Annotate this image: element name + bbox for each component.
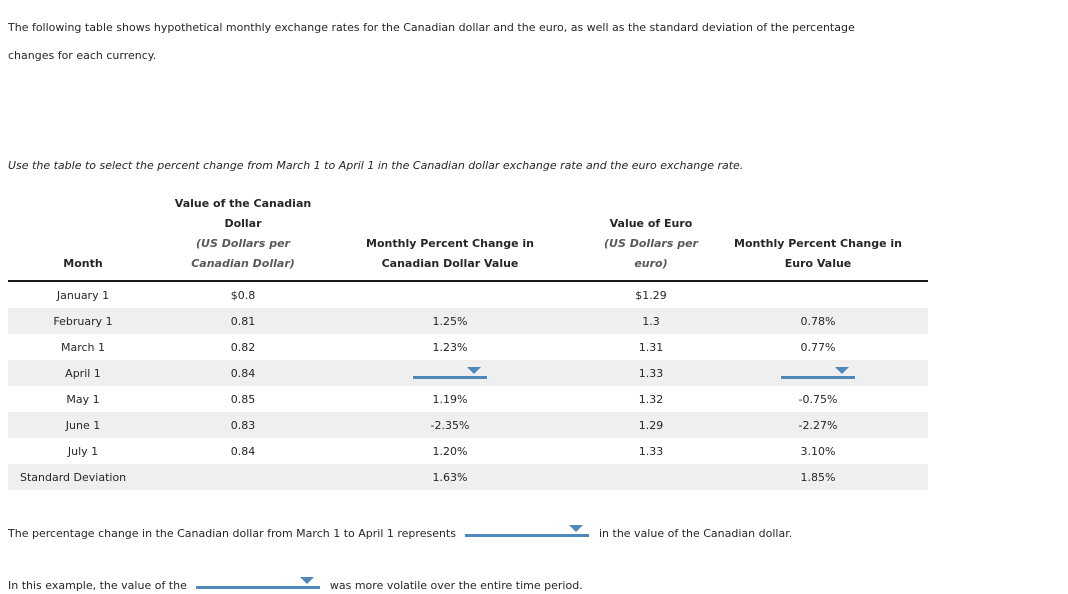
month-header-label: Month <box>63 257 103 270</box>
euro-change-cell: 1.85% <box>730 464 928 490</box>
cad-change-cell: 1.19% <box>432 392 468 406</box>
month-cell: June 1 <box>8 412 158 438</box>
question-1-text-after: in the value of the Canadian dollar. <box>598 527 793 540</box>
table-row-july: July 1 0.84 1.20% 1.33 3.10% <box>8 438 928 464</box>
month-cell: January 1 <box>56 288 110 302</box>
col-header-euro-value: Value of Euro (US Dollars per euro) <box>572 194 730 282</box>
cad-change-cell: 1.25% <box>328 308 572 334</box>
cad-value-cell: 0.81 <box>158 308 328 334</box>
euro-value-cell: 1.29 <box>572 412 730 438</box>
euro-percent-change-dropdown[interactable] <box>781 364 855 379</box>
euro-value-cell <box>572 464 730 490</box>
table-header-row: Month Value of the Canadian Dollar (US D… <box>8 194 928 282</box>
cad-value-header-title: Value of the Canadian Dollar <box>174 197 312 230</box>
cad-change-cell: -2.35% <box>328 412 572 438</box>
question-2-text-before: In this example, the value of the <box>8 579 187 592</box>
instruction-text: Use the table to select the percent chan… <box>8 159 744 172</box>
cad-value-cell: $0.8 <box>230 288 256 302</box>
cad-value-cell: 0.85 <box>230 392 256 406</box>
cad-change-header-label: Monthly Percent Change in Canadian Dolla… <box>366 237 534 270</box>
euro-change-cell: 0.78% <box>730 308 928 334</box>
table-row-february: February 1 0.81 1.25% 1.3 0.78% <box>8 308 928 334</box>
cad-change-cell: 1.23% <box>432 340 468 354</box>
euro-change-cell <box>730 281 928 308</box>
month-cell: Standard Deviation <box>8 464 158 490</box>
euro-value-cell: 1.3 <box>572 308 730 334</box>
table-row-june: June 1 0.83 -2.35% 1.29 -2.27% <box>8 412 928 438</box>
cad-change-cell <box>328 360 572 386</box>
chevron-down-icon <box>568 525 583 532</box>
euro-change-cell <box>730 360 928 386</box>
cad-value-header-subtitle: (US Dollars per Canadian Dollar) <box>191 237 295 270</box>
chevron-down-icon <box>467 367 481 374</box>
cad-value-cell: 0.83 <box>158 412 328 438</box>
euro-value-cell: 1.33 <box>638 444 664 458</box>
intro-text: The following table shows hypothetical m… <box>8 21 855 62</box>
cad-change-cell: 1.20% <box>432 444 468 458</box>
col-header-euro-change: Monthly Percent Change in Euro Value <box>730 194 928 282</box>
cad-change-cell <box>328 281 572 308</box>
col-header-month: Month <box>8 194 158 282</box>
euro-change-cell: 3.10% <box>800 444 836 458</box>
chevron-down-icon <box>299 577 314 584</box>
cad-value-cell: 0.84 <box>230 444 256 458</box>
cad-percent-change-dropdown[interactable] <box>413 364 487 379</box>
euro-change-cell: 0.77% <box>800 340 836 354</box>
euro-value-cell: 1.31 <box>638 340 664 354</box>
cad-value-cell: 0.82 <box>230 340 256 354</box>
cad-change-cell: 1.63% <box>328 464 572 490</box>
euro-value-cell: 1.33 <box>572 360 730 386</box>
euro-change-header-label: Monthly Percent Change in Euro Value <box>734 237 902 270</box>
question-1-dropdown[interactable] <box>464 522 589 537</box>
exchange-rate-table: Month Value of the Canadian Dollar (US D… <box>8 194 928 490</box>
question-2-text-after: was more volatile over the entire time p… <box>329 579 583 592</box>
cad-value-cell: 0.84 <box>158 360 328 386</box>
question-1-text-before: The percentage change in the Canadian do… <box>8 527 456 540</box>
col-header-cad-value: Value of the Canadian Dollar (US Dollars… <box>158 194 328 282</box>
euro-value-cell: 1.32 <box>638 392 664 406</box>
month-cell: July 1 <box>67 444 99 458</box>
cad-value-cell <box>158 464 328 490</box>
question-2: In this example, the value of the was mor… <box>8 574 1068 594</box>
euro-value-cell: $1.29 <box>635 288 667 302</box>
euro-change-cell: -0.75% <box>798 392 838 406</box>
month-cell: February 1 <box>8 308 158 334</box>
table-row-march: March 1 0.82 1.23% 1.31 0.77% <box>8 334 928 360</box>
table-row-january: January 1 $0.8 $1.29 <box>8 281 928 308</box>
table-row-may: May 1 0.85 1.19% 1.32 -0.75% <box>8 386 928 412</box>
question-1: The percentage change in the Canadian do… <box>8 522 1068 542</box>
chevron-down-icon <box>835 367 849 374</box>
month-cell: March 1 <box>60 340 106 354</box>
month-cell: April 1 <box>8 360 158 386</box>
col-header-cad-change: Monthly Percent Change in Canadian Dolla… <box>328 194 572 282</box>
euro-value-header-title: Value of Euro <box>609 217 693 230</box>
euro-change-cell: -2.27% <box>730 412 928 438</box>
table-row-april: April 1 0.84 1.33 <box>8 360 928 386</box>
euro-value-header-subtitle: (US Dollars per euro) <box>604 237 698 270</box>
month-cell: May 1 <box>66 392 100 406</box>
table-row-standard-deviation: Standard Deviation 1.63% 1.85% <box>8 464 928 490</box>
